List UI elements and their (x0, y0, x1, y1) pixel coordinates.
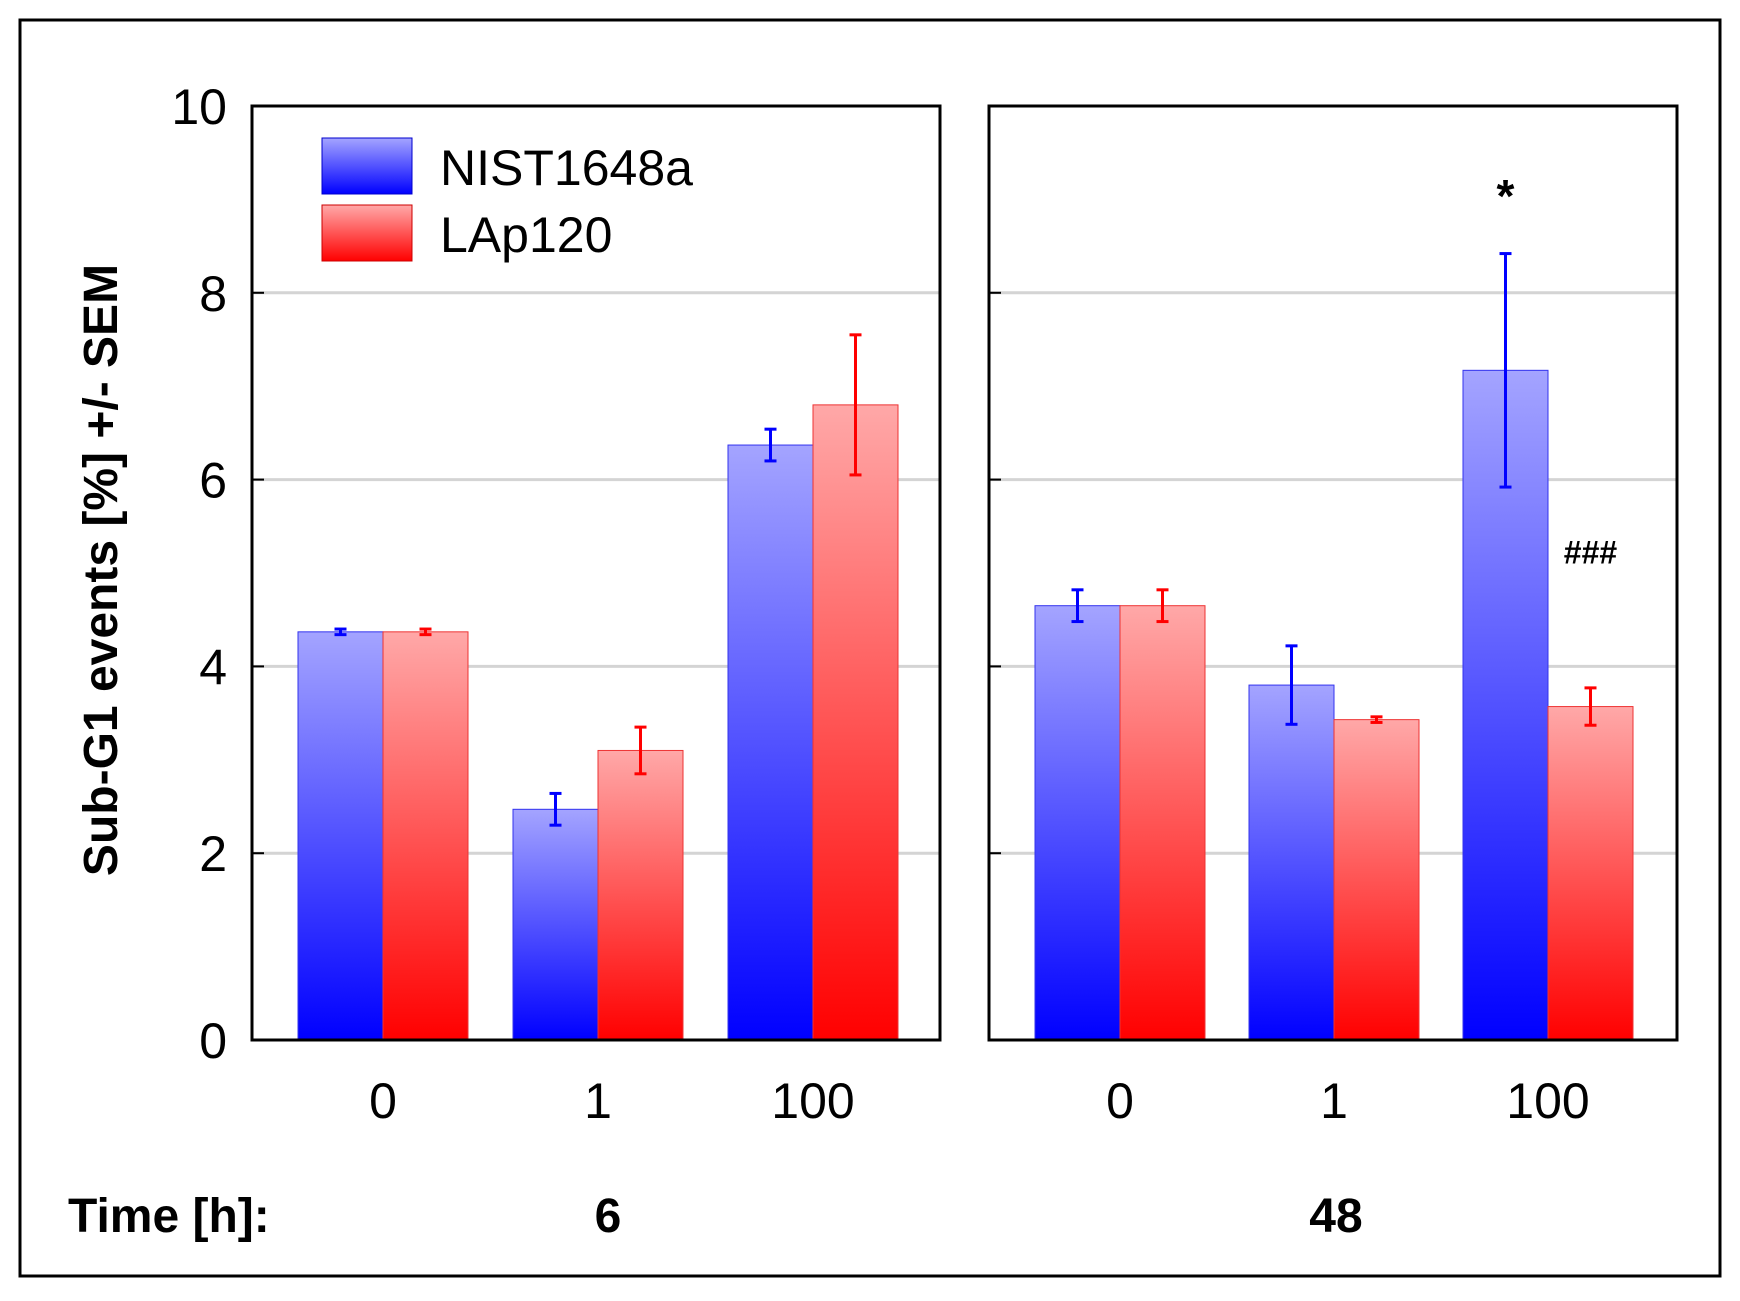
panel-2-annotation-star-0: * (1497, 170, 1515, 222)
panel-1-category-label-100: 100 (771, 1073, 854, 1129)
y-axis-title: Sub-G1 events [%] +/- SEM (75, 264, 128, 876)
panel-2-bar-lap120-100 (1547, 706, 1634, 1041)
y-tick-label-8: 8 (199, 266, 227, 322)
panel-2-bar-lap120-1 (1333, 719, 1420, 1041)
panel-2-bar-nist1648a-0 (1034, 605, 1121, 1041)
y-tick-label-4: 4 (199, 639, 227, 695)
panel-1-frame (250, 104, 942, 1042)
panel-2-bar-nist1648a-1 (1248, 684, 1335, 1041)
legend-label-nist1648a: NIST1648a (440, 140, 693, 196)
time-value-panel-2: 48 (1309, 1190, 1362, 1243)
panel-1-category-label-1: 1 (584, 1073, 612, 1129)
panel-1-bar-lap120-100 (812, 404, 899, 1041)
panel-1-bar-nist1648a-100 (727, 444, 814, 1041)
panel-2-frame (987, 104, 1679, 1042)
panel-1-bar-lap120-1 (597, 749, 684, 1041)
y-tick-label-2: 2 (199, 826, 227, 882)
legend-label-lap120: LAp120 (440, 207, 612, 263)
legend-swatch-lap120 (321, 204, 413, 262)
time-label: Time [h]: (68, 1190, 270, 1243)
panel-1-category-label-0: 0 (369, 1073, 397, 1129)
y-tick-label-0: 0 (199, 1013, 227, 1069)
legend: NIST1648a LAp120 (321, 137, 693, 263)
y-tick-label-10: 10 (171, 79, 227, 135)
legend-swatch-nist1648a (321, 137, 413, 195)
time-value-panel-1: 6 (595, 1190, 622, 1243)
panel-1-bar-nist1648a-0 (297, 631, 384, 1041)
y-tick-label-6: 6 (199, 453, 227, 509)
panel-2-category-label-100: 100 (1506, 1073, 1589, 1129)
panel-2-category-label-0: 0 (1106, 1073, 1134, 1129)
panel-1-bar-lap120-0 (382, 631, 469, 1041)
panel-2-bar-lap120-0 (1119, 605, 1206, 1041)
panel-1-bar-nist1648a-1 (512, 808, 599, 1041)
outer-frame (18, 18, 1722, 1278)
panel-2-annotation-hash-1: ### (1564, 535, 1618, 571)
panel-2-category-label-1: 1 (1320, 1073, 1348, 1129)
